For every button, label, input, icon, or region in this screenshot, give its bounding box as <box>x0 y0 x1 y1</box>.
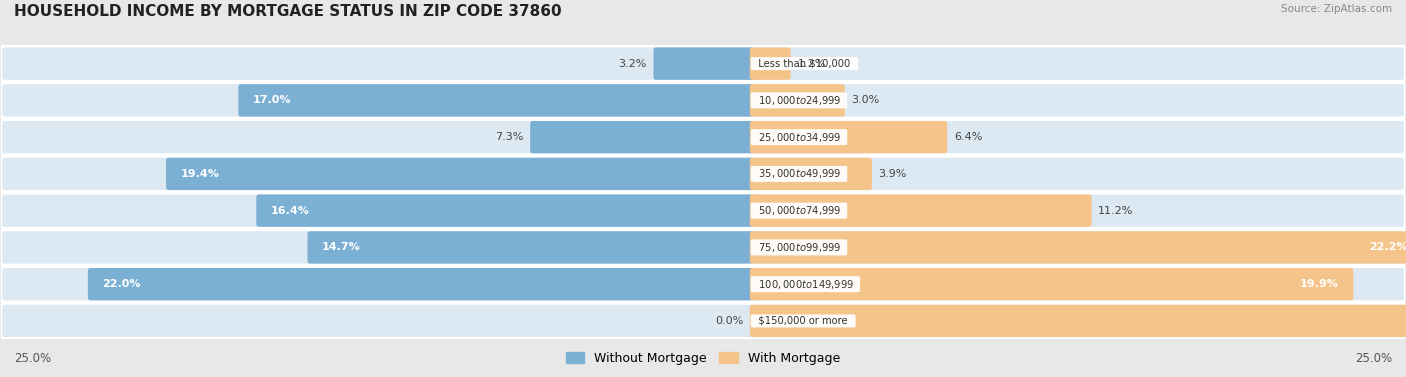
Text: 22.0%: 22.0% <box>103 279 141 289</box>
Text: $50,000 to $74,999: $50,000 to $74,999 <box>752 204 846 217</box>
Text: Source: ZipAtlas.com: Source: ZipAtlas.com <box>1281 4 1392 14</box>
Text: 3.0%: 3.0% <box>852 95 880 106</box>
FancyBboxPatch shape <box>1 305 1405 337</box>
FancyBboxPatch shape <box>1 190 1405 231</box>
FancyBboxPatch shape <box>654 48 755 80</box>
Text: 22.2%: 22.2% <box>1369 242 1406 253</box>
Text: $35,000 to $49,999: $35,000 to $49,999 <box>752 167 846 180</box>
Text: 1.2%: 1.2% <box>797 58 825 69</box>
FancyBboxPatch shape <box>1 116 1405 158</box>
Text: Less than $10,000: Less than $10,000 <box>752 58 856 69</box>
FancyBboxPatch shape <box>749 305 1406 337</box>
FancyBboxPatch shape <box>308 231 755 264</box>
FancyBboxPatch shape <box>1 158 1405 190</box>
FancyBboxPatch shape <box>749 48 790 80</box>
FancyBboxPatch shape <box>1 268 1405 300</box>
Text: 11.2%: 11.2% <box>1098 205 1133 216</box>
Text: 19.4%: 19.4% <box>180 169 219 179</box>
FancyBboxPatch shape <box>1 264 1405 305</box>
FancyBboxPatch shape <box>749 195 1091 227</box>
FancyBboxPatch shape <box>1 48 1405 80</box>
FancyBboxPatch shape <box>1 195 1405 227</box>
Text: 19.9%: 19.9% <box>1301 279 1339 289</box>
Text: 7.3%: 7.3% <box>495 132 523 142</box>
Text: 3.9%: 3.9% <box>879 169 907 179</box>
FancyBboxPatch shape <box>256 195 755 227</box>
FancyBboxPatch shape <box>749 231 1406 264</box>
Text: 0.0%: 0.0% <box>714 316 744 326</box>
Legend: Without Mortgage, With Mortgage: Without Mortgage, With Mortgage <box>561 346 845 370</box>
Text: 16.4%: 16.4% <box>271 205 309 216</box>
Text: 25.0%: 25.0% <box>1355 352 1392 365</box>
Text: 3.2%: 3.2% <box>619 58 647 69</box>
Text: 25.0%: 25.0% <box>14 352 51 365</box>
FancyBboxPatch shape <box>530 121 755 153</box>
FancyBboxPatch shape <box>238 84 755 116</box>
Text: $150,000 or more: $150,000 or more <box>752 316 853 326</box>
FancyBboxPatch shape <box>749 268 1354 300</box>
FancyBboxPatch shape <box>749 84 845 116</box>
FancyBboxPatch shape <box>1 84 1405 116</box>
Text: 14.7%: 14.7% <box>322 242 361 253</box>
Text: $75,000 to $99,999: $75,000 to $99,999 <box>752 241 846 254</box>
Text: $100,000 to $149,999: $100,000 to $149,999 <box>752 278 859 291</box>
FancyBboxPatch shape <box>87 268 755 300</box>
FancyBboxPatch shape <box>1 300 1405 342</box>
Text: HOUSEHOLD INCOME BY MORTGAGE STATUS IN ZIP CODE 37860: HOUSEHOLD INCOME BY MORTGAGE STATUS IN Z… <box>14 4 561 19</box>
FancyBboxPatch shape <box>1 121 1405 153</box>
FancyBboxPatch shape <box>1 227 1405 268</box>
FancyBboxPatch shape <box>749 158 872 190</box>
Text: 6.4%: 6.4% <box>953 132 983 142</box>
Text: 17.0%: 17.0% <box>253 95 291 106</box>
FancyBboxPatch shape <box>1 80 1405 121</box>
FancyBboxPatch shape <box>749 121 948 153</box>
FancyBboxPatch shape <box>1 153 1405 195</box>
FancyBboxPatch shape <box>1 231 1405 264</box>
Text: $10,000 to $24,999: $10,000 to $24,999 <box>752 94 846 107</box>
Text: $25,000 to $34,999: $25,000 to $34,999 <box>752 131 846 144</box>
FancyBboxPatch shape <box>1 43 1405 84</box>
FancyBboxPatch shape <box>166 158 755 190</box>
